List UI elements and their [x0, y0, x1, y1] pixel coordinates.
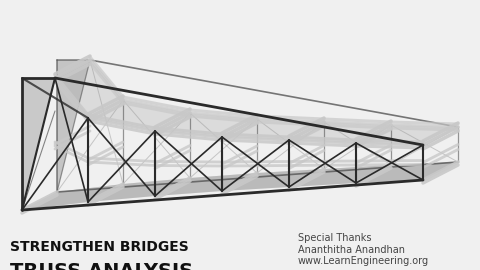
Text: www.LearnEngineering.org: www.LearnEngineering.org	[298, 256, 429, 266]
Polygon shape	[55, 60, 458, 145]
Polygon shape	[22, 78, 55, 210]
Polygon shape	[289, 165, 391, 187]
Polygon shape	[222, 119, 324, 140]
Polygon shape	[22, 184, 123, 210]
Polygon shape	[222, 169, 324, 191]
Text: STRENGTHEN BRIDGES: STRENGTHEN BRIDGES	[10, 240, 188, 254]
Text: Special Thanks: Special Thanks	[298, 233, 371, 243]
Text: TRUSS ANALYSIS: TRUSS ANALYSIS	[10, 262, 193, 270]
Polygon shape	[155, 173, 257, 196]
Polygon shape	[88, 178, 190, 202]
Polygon shape	[88, 100, 190, 131]
Polygon shape	[356, 125, 458, 145]
Polygon shape	[155, 113, 257, 137]
Polygon shape	[57, 60, 90, 192]
Polygon shape	[55, 60, 123, 118]
Polygon shape	[22, 162, 458, 210]
Text: Ananthitha Anandhan: Ananthitha Anandhan	[298, 245, 405, 255]
Polygon shape	[356, 162, 458, 183]
Polygon shape	[289, 122, 391, 143]
